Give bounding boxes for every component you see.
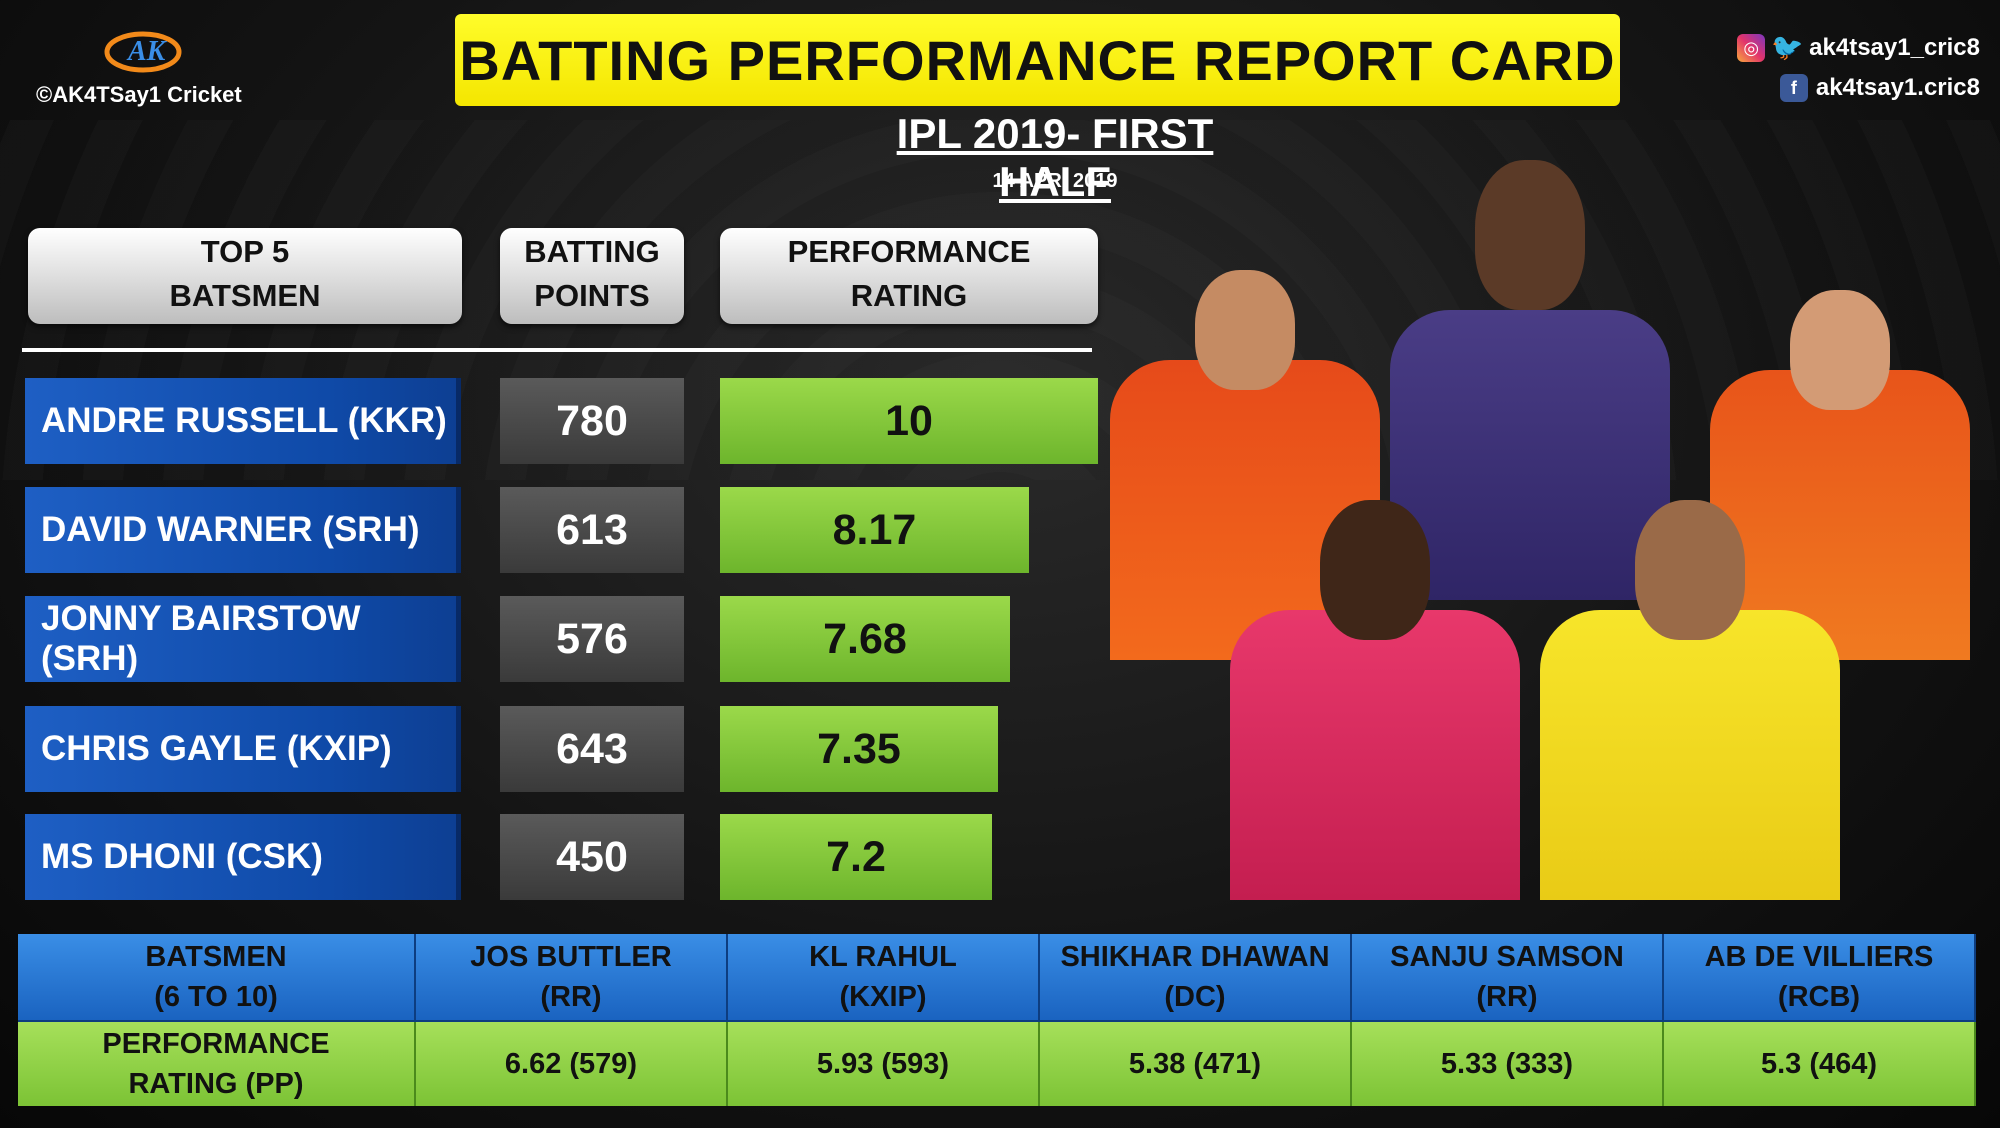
page-title: BATTING PERFORMANCE REPORT CARD <box>459 28 1616 92</box>
rating-bar: 7.2 <box>720 814 992 900</box>
bottom-player-rating: 5.33 (333) <box>1352 1022 1664 1106</box>
bottom-player-name: AB DE VILLIERS (RCB) <box>1664 934 1976 1022</box>
batting-points: 613 <box>500 487 684 573</box>
bottom-row-label: PERFORMANCE RATING (PP) <box>18 1022 416 1106</box>
facebook-handle: ak4tsay1.cric8 <box>1815 74 1980 101</box>
rating-bar: 10 <box>720 378 1098 464</box>
header-top5-batsmen: TOP 5 BATSMEN <box>28 228 462 324</box>
ak-logo: AK <box>104 31 182 73</box>
player-bairstow-image <box>1710 210 1970 660</box>
social-handles: ◎ 🐦 ak4tsay1_cric8 f ak4tsay1.cric8 <box>1737 28 1980 108</box>
bottom-player-rating: 6.62 (579) <box>416 1022 728 1106</box>
batting-points: 780 <box>500 378 684 464</box>
header-batting-points: BATTING POINTS <box>500 228 684 324</box>
batting-points: 643 <box>500 706 684 792</box>
bottom-player-rating: 5.93 (593) <box>728 1022 1040 1106</box>
rating-value: 7.2 <box>826 832 886 881</box>
bottom-player-rating: 5.38 (471) <box>1040 1022 1352 1106</box>
bottom-player-rating: 5.3 (464) <box>1664 1022 1976 1106</box>
rating-value: 7.35 <box>817 724 901 773</box>
batsmen-6-to-10-table: BATSMEN (6 TO 10) JOS BUTTLER (RR) KL RA… <box>18 934 1978 1106</box>
logo-text: AK <box>126 36 168 67</box>
batsman-name: CHRIS GAYLE (KXIP) <box>25 706 461 792</box>
batting-points: 576 <box>500 596 684 682</box>
twitter-handle: ak4tsay1_cric8 <box>1809 34 1980 61</box>
player-gayle-image <box>1230 460 1520 900</box>
players-photo <box>1110 130 1970 900</box>
batsman-name: ANDRE RUSSELL (KKR) <box>25 378 461 464</box>
copyright-text: ©AK4TSay1 Cricket <box>36 82 242 107</box>
batsman-name: MS DHONI (CSK) <box>25 814 461 900</box>
social-row-facebook[interactable]: f ak4tsay1.cric8 <box>1737 68 1980 108</box>
rating-bar: 8.17 <box>720 487 1029 573</box>
bottom-player-name: SANJU SAMSON (RR) <box>1352 934 1664 1022</box>
twitter-icon: 🐦 <box>1770 33 1804 63</box>
rating-value: 7.68 <box>823 614 907 663</box>
rating-value: 8.17 <box>832 505 917 554</box>
facebook-icon: f <box>1779 74 1808 102</box>
batsman-name: DAVID WARNER (SRH) <box>25 487 461 573</box>
header-divider <box>22 348 1092 352</box>
social-row-twitter[interactable]: ◎ 🐦 ak4tsay1_cric8 <box>1737 28 1980 68</box>
player-russell-image <box>1390 130 1670 600</box>
report-date: 14 APR, 2019 <box>992 170 1118 192</box>
rating-value: 10 <box>885 396 933 445</box>
title-banner: BATTING PERFORMANCE REPORT CARD <box>455 14 1620 106</box>
header-performance-rating: PERFORMANCE RATING <box>720 228 1098 324</box>
rating-bar: 7.68 <box>720 596 1010 682</box>
batsman-name: JONNY BAIRSTOW (SRH) <box>25 596 461 682</box>
bottom-player-name: SHIKHAR DHAWAN (DC) <box>1040 934 1352 1022</box>
bottom-player-name: KL RAHUL (KXIP) <box>728 934 1040 1022</box>
player-dhoni-image <box>1540 460 1840 900</box>
bottom-player-name: JOS BUTTLER (RR) <box>416 934 728 1022</box>
subtitle: IPL 2019- FIRST HALF <box>896 110 1214 205</box>
instagram-icon: ◎ <box>1737 34 1766 62</box>
rating-bar: 7.35 <box>720 706 998 792</box>
batting-points: 450 <box>500 814 684 900</box>
bottom-header-label: BATSMEN (6 TO 10) <box>18 934 416 1022</box>
